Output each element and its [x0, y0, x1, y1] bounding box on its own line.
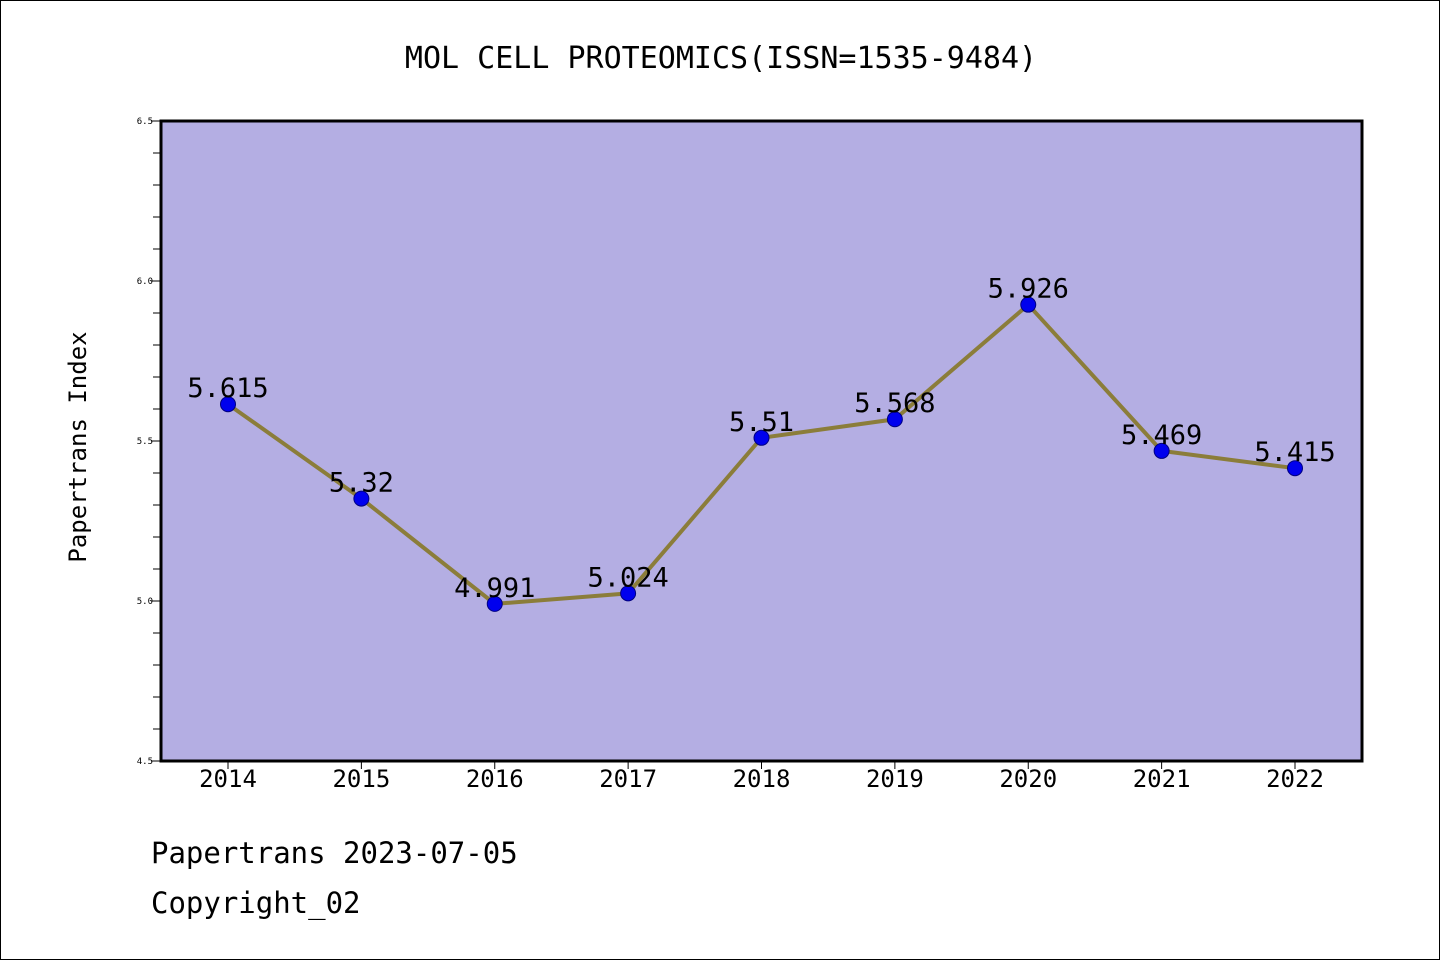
x-tick-label: 2021 — [1133, 765, 1191, 793]
x-tick-label: 2017 — [599, 765, 657, 793]
data-point — [1287, 460, 1303, 477]
x-tick-label: 2015 — [332, 765, 390, 793]
data-point — [353, 490, 370, 507]
plot-area: 4.5 5.0 5.5 6.0 6.5 2014 2015 2016 2017 2018 2019 2… — [137, 117, 1364, 793]
data-point — [1153, 442, 1170, 459]
data-point — [620, 585, 637, 602]
y-tick-label: 6.5 — [137, 117, 153, 127]
data-label: 5.615 — [187, 373, 268, 404]
footer-date: Papertrans 2023-07-05 — [151, 836, 518, 870]
data-label: 5.568 — [854, 388, 935, 419]
data-label: 4.991 — [454, 573, 535, 604]
x-tick-label: 2014 — [199, 765, 257, 793]
y-tick-label: 5.5 — [137, 437, 153, 447]
data-point — [220, 396, 236, 413]
x-tick-label: 2022 — [1266, 765, 1324, 793]
data-label: 5.469 — [1121, 420, 1202, 451]
x-tick-label: 2019 — [866, 765, 924, 793]
data-label: 5.024 — [587, 562, 668, 593]
data-label: 5.926 — [988, 274, 1069, 305]
y-tick-label: 4.5 — [137, 757, 153, 767]
x-tick-label: 2016 — [466, 765, 524, 793]
data-label: 5.51 — [729, 407, 794, 438]
data-point — [486, 595, 503, 612]
x-tick-label: 2018 — [733, 765, 791, 793]
y-tick-label: 5.0 — [137, 597, 153, 607]
x-tick-label: 2020 — [999, 765, 1057, 793]
data-label: 5.415 — [1254, 437, 1335, 468]
footer-copyright: Copyright_02 — [151, 886, 361, 920]
data-point — [1020, 296, 1037, 313]
plot-border — [159, 119, 1364, 763]
data-label: 5.32 — [329, 468, 394, 499]
y-axis-label: Papertrans Index — [64, 331, 92, 562]
data-point — [753, 429, 770, 446]
y-tick-label: 6.0 — [137, 277, 153, 287]
chart-title: MOL CELL PROTEOMICS(ISSN=1535-9484) — [405, 41, 1037, 76]
data-point — [886, 411, 903, 428]
